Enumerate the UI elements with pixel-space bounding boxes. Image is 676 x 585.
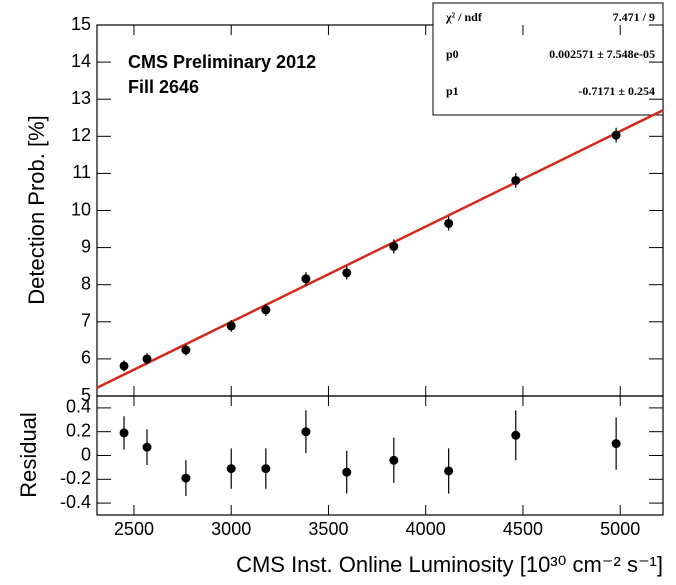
stat-value: 0.002571 ± 7.548e-05 xyxy=(549,47,655,61)
y-tick-label: 8 xyxy=(81,273,91,293)
data-point xyxy=(389,455,399,465)
y-tick-label: 15 xyxy=(71,14,91,34)
data-point xyxy=(181,345,191,355)
x-axis-label: CMS Inst. Online Luminosity [10³⁰ cm⁻² s… xyxy=(236,552,663,577)
data-point xyxy=(142,442,152,452)
y-tick-label: 7 xyxy=(81,311,91,331)
stat-name: p1 xyxy=(446,84,459,98)
data-point xyxy=(611,130,621,140)
y-tick-label: 0.4 xyxy=(66,397,91,417)
residual-axis-label: Residual xyxy=(16,412,41,498)
data-point xyxy=(119,428,129,438)
fit-line xyxy=(96,109,664,389)
x-tick-label: 4500 xyxy=(503,519,543,539)
y-tick-label: 12 xyxy=(71,125,91,145)
data-point xyxy=(181,473,191,483)
data-point xyxy=(611,439,621,449)
x-tick-label: 3000 xyxy=(211,519,251,539)
stat-value: 7.471 / 9 xyxy=(613,10,655,24)
data-point xyxy=(389,241,399,251)
y-tick-label: 13 xyxy=(71,88,91,108)
x-tick-label: 4000 xyxy=(406,519,446,539)
stat-value: -0.7171 ± 0.254 xyxy=(578,84,655,98)
data-point xyxy=(511,175,521,185)
data-point xyxy=(444,466,454,476)
data-point xyxy=(342,268,352,278)
x-tick-label: 2500 xyxy=(114,519,154,539)
y-tick-label: 11 xyxy=(72,162,91,182)
y-tick-label: 6 xyxy=(81,348,91,368)
y-tick-label: 5 xyxy=(81,385,91,405)
data-point xyxy=(226,321,236,331)
y-axis-label: Detection Prob. [%] xyxy=(24,115,49,305)
data-point xyxy=(119,361,129,371)
data-point xyxy=(226,464,236,474)
data-point xyxy=(261,464,271,474)
y-tick-label: 0 xyxy=(81,444,91,464)
data-point xyxy=(301,274,311,284)
y-tick-label: 10 xyxy=(71,199,91,219)
y-tick-label: 0.2 xyxy=(66,420,91,440)
y-tick-label: 14 xyxy=(71,51,91,71)
x-tick-label: 3500 xyxy=(308,519,348,539)
data-point xyxy=(301,427,311,437)
data-point xyxy=(444,218,454,228)
annotation: Fill 2646 xyxy=(128,77,199,97)
stats-box xyxy=(432,2,664,116)
data-point xyxy=(511,430,521,440)
stat-name: χ² / ndf xyxy=(445,10,483,24)
data-point xyxy=(261,305,271,315)
data-point xyxy=(142,354,152,364)
plot-layer: 5 6 7 8 9 10 11 12 13 14 15 χ² / ndf 7.471 / 9 p0 0.00… xyxy=(60,10,664,539)
annotation: CMS Preliminary 2012 xyxy=(128,52,316,72)
stat-name: p0 xyxy=(446,47,459,61)
y-tick-label: -0.2 xyxy=(60,468,91,488)
y-tick-label: 9 xyxy=(81,236,91,256)
y-tick-label: -0.4 xyxy=(60,492,91,512)
x-tick-label: 5000 xyxy=(600,519,640,539)
data-point xyxy=(342,467,352,477)
